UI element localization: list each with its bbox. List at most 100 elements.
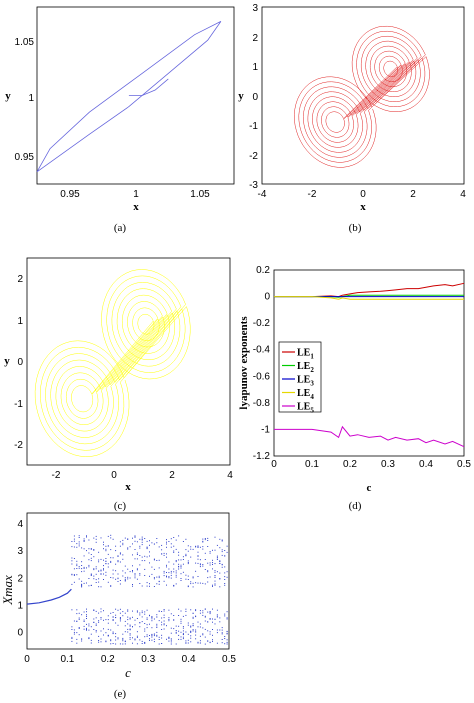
e-bifurcation-point-588: [173, 571, 175, 573]
e-bifurcation-point-589: [173, 551, 175, 553]
e-bifurcation-point-692: [190, 631, 192, 633]
e-bifurcation-point-158: [98, 559, 100, 561]
e-bifurcation-point-152: [95, 568, 97, 570]
e-bifurcation-point-236: [110, 561, 112, 563]
e-bifurcation-point-64: [81, 638, 83, 640]
a-caption: (a): [114, 222, 127, 234]
e-bifurcation-point-180: [100, 573, 102, 575]
e-bifurcation-point-777: [204, 539, 206, 541]
e-bifurcation-point-612: [175, 548, 177, 550]
e-bifurcation-point-607: [175, 632, 177, 634]
e-bifurcation-point-541: [163, 580, 165, 582]
e-bifurcation-point-721: [195, 629, 197, 631]
e-bifurcation-point-301: [122, 640, 124, 642]
e-bifurcation-point-501: [156, 623, 158, 625]
e-bifurcation-point-431: [144, 623, 146, 624]
e-bifurcation-point-286: [119, 617, 121, 618]
e-bifurcation-point-608: [175, 583, 177, 585]
e-bifurcation-point-497: [156, 634, 158, 636]
e-bifurcation-point-762: [202, 548, 204, 550]
e-bifurcation-point-872: [221, 632, 223, 634]
e-bifurcation-point-756: [202, 612, 204, 614]
e-bifurcation-point-493: [156, 625, 158, 627]
e-bifurcation-point-534: [163, 620, 165, 622]
e-bifurcation-point-303: [122, 544, 124, 546]
e-bifurcation-point-670: [185, 610, 187, 612]
e-bifurcation-point-269: [117, 561, 119, 563]
b-xtick-0: -4: [258, 189, 267, 200]
e-bifurcation-point-525: [161, 611, 163, 612]
e-bifurcation-point-21: [73, 538, 75, 540]
a-ylabel: y: [5, 90, 11, 102]
e-bifurcation-point-764: [202, 538, 204, 540]
e-bifurcation-point-676: [187, 563, 189, 565]
e-bifurcation-point-272: [117, 578, 119, 580]
e-bifurcation-point-7: [71, 574, 73, 576]
e-bifurcation-point-53: [78, 618, 80, 620]
e-bifurcation-point-381: [136, 541, 138, 543]
e-bifurcation-point-875: [221, 627, 223, 629]
e-bifurcation-point-533: [163, 572, 165, 574]
e-bifurcation-point-630: [180, 578, 182, 579]
e-bifurcation-point-828: [214, 536, 216, 538]
e-bifurcation-point-908: [226, 639, 228, 641]
e-bifurcation-point-902: [226, 630, 228, 632]
e-bifurcation-point-512: [158, 643, 160, 645]
d-xlabel: c: [367, 482, 372, 494]
e-bifurcation-point-669: [185, 553, 187, 555]
e-bifurcation-point-719: [195, 570, 197, 572]
e-bifurcation-point-359: [132, 570, 133, 571]
e-bifurcation-point-742: [199, 626, 201, 628]
e-bifurcation-point-834: [214, 584, 216, 586]
e-bifurcation-point-49: [78, 627, 80, 628]
e-bifurcation-point-616: [178, 625, 180, 627]
e-bifurcation-point-462: [151, 627, 153, 629]
e-bifurcation-point-781: [204, 636, 206, 638]
e-bifurcation-point-225: [110, 549, 112, 551]
c-xtick-0: -2: [52, 470, 61, 481]
e-bifurcation-point-585: [170, 627, 172, 629]
e-bifurcation-point-571: [168, 619, 170, 620]
e-bifurcation-point-145: [95, 579, 97, 581]
e-bifurcation-point-538: [163, 610, 165, 612]
e-bifurcation-point-619: [178, 563, 180, 565]
d-caption: (d): [349, 500, 362, 512]
e-bifurcation-point-146: [95, 538, 97, 540]
e-bifurcation-point-509: [158, 559, 160, 561]
e-bifurcation-point-414: [141, 538, 143, 540]
e-bifurcation-point-733: [197, 562, 199, 564]
e-bifurcation-point-347: [129, 628, 131, 630]
e-bifurcation-point-384: [136, 611, 138, 613]
e-bifurcation-point-311: [124, 577, 126, 579]
e-bifurcation-point-885: [224, 576, 226, 578]
e-bifurcation-point-336: [129, 571, 131, 573]
e-bifurcation-point-84: [86, 536, 87, 538]
e-bifurcation-point-573: [168, 636, 170, 638]
a-ytick-1: 1: [28, 93, 34, 104]
d-ylabel: lyapunov exponents: [238, 316, 250, 410]
c-attractor-trajectory: [34, 269, 191, 457]
e-bifurcation-point-43: [78, 617, 80, 619]
e-bifurcation-point-793: [207, 577, 209, 579]
e-bifurcation-point-100: [88, 559, 90, 561]
e-bifurcation-point-699: [190, 609, 192, 611]
e-bifurcation-point-174: [100, 630, 102, 632]
e-bifurcation-point-568: [168, 572, 170, 574]
e-bifurcation-point-600: [173, 615, 175, 616]
e-bifurcation-point-490: [156, 576, 158, 578]
d-series-line-4: [274, 296, 464, 300]
e-bifurcation-point-266: [117, 573, 119, 575]
e-bifurcation-point-24: [73, 629, 75, 631]
e-bifurcation-point-467: [151, 618, 153, 620]
e-bifurcation-point-702: [192, 623, 194, 625]
e-bifurcation-point-154: [98, 621, 100, 623]
e-bifurcation-point-883: [224, 638, 226, 639]
e-bifurcation-point-55: [78, 543, 80, 545]
e-bifurcation-point-181: [100, 558, 102, 560]
e-bifurcation-point-570: [168, 617, 170, 619]
e-bifurcation-point-894: [224, 555, 226, 557]
e-bifurcation-point-88: [86, 608, 87, 610]
e-xtick-5: 0.5: [222, 654, 236, 665]
e-bifurcation-point-866: [219, 586, 221, 588]
